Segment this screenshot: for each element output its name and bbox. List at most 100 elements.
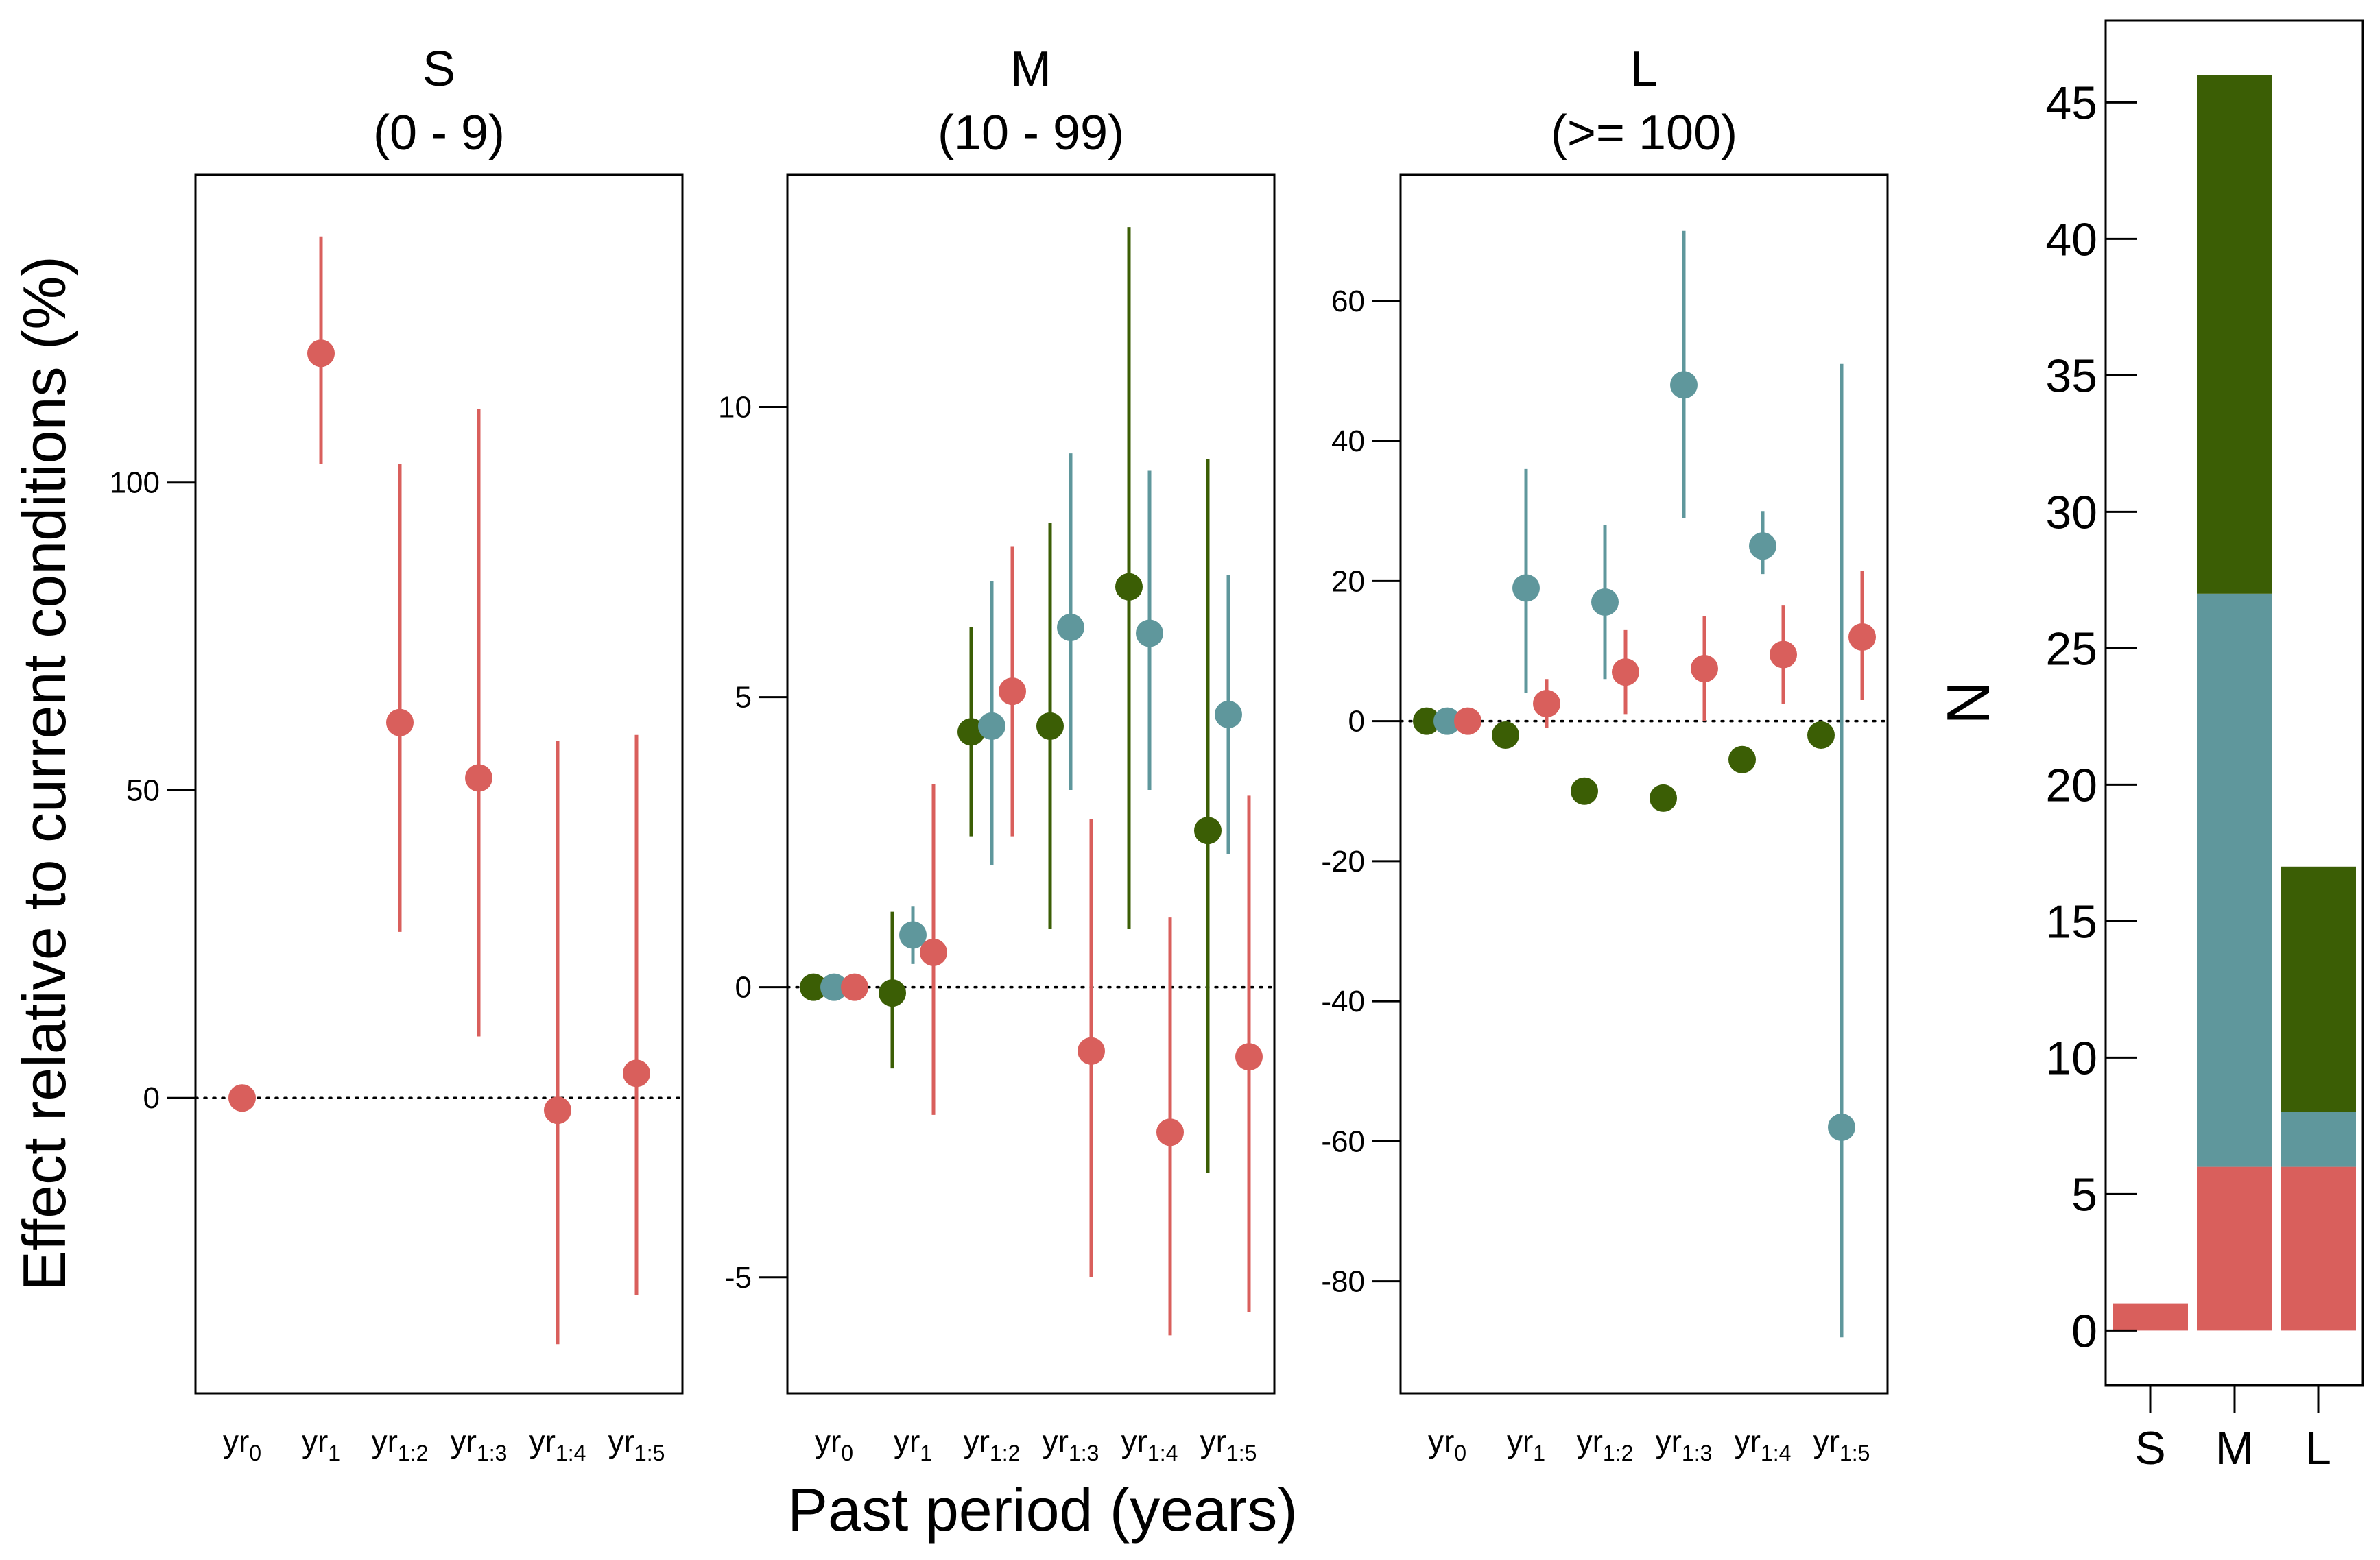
bar-category-label: S [2134,1422,2165,1474]
data-point [1749,532,1776,560]
data-point [1454,707,1481,735]
panel-L: L (>= 100) -80 -60 -40 -20 0 20 40 60 yr0 yr1 yr1:2 y… [1321,42,1889,1465]
data-point [1533,690,1560,718]
y-axis-title: Effect relative to current conditions (%… [10,256,78,1291]
data-point [957,718,985,746]
y-tick-label: 10 [2045,1032,2097,1084]
x-axis-title: Past period (years) [787,1476,1297,1544]
data-point [1728,745,1756,773]
data-point [307,339,335,368]
bar-y-axis-title: N [1934,681,2002,725]
panel-subtitle: (0 - 9) [373,106,505,160]
x-tick-label: yr1:2 [964,1424,1021,1465]
panel-subtitle: (>= 100) [1551,106,1737,160]
x-tick-label: yr1:5 [1200,1424,1257,1465]
data-point [623,1059,650,1088]
y-tick-label: -60 [1321,1125,1365,1158]
data-point [1413,707,1440,735]
plot-frame [194,173,684,1395]
y-tick-label: 0 [143,1081,160,1115]
bar-segment [2281,1112,2356,1167]
panel-title: S [423,42,455,97]
plot-frame [786,173,1276,1395]
y-tick-label: -20 [1321,845,1365,878]
data-point [386,708,414,736]
y-tick-label: 50 [126,773,160,807]
y-tick-label: 5 [2071,1168,2097,1221]
data-point [1691,654,1718,682]
x-tick-label: yr1 [302,1424,340,1465]
x-tick-label: yr1:4 [529,1424,586,1465]
x-tick-label: yr1:3 [451,1424,508,1465]
data-point [820,973,848,1001]
plot-frame [1399,173,1889,1395]
data-point [841,973,868,1001]
data-point [1215,700,1242,728]
x-tick-label: yr1:3 [1043,1424,1099,1465]
y-tick-label: 5 [735,681,752,715]
bar-segment [2113,1303,2188,1331]
data-point [1571,777,1598,805]
y-tick-label: 20 [1331,564,1365,598]
y-tick-label: 15 [2045,896,2097,948]
panel-S: S (0 - 9) 0 50 100 yr0 yr1 yr1:2 yr1:3 yr1:4 yr1:5 [110,42,684,1465]
data-point [1807,721,1835,749]
data-point [999,677,1026,706]
panel-M: M (10 - 99) -5 0 5 10 yr0 yr1 yr1:2 yr1:3 yr1:4 yr1… [718,42,1276,1465]
bar-segment [2197,593,2272,1167]
y-tick-label: 40 [1331,424,1365,458]
data-point [1235,1043,1263,1071]
panel-title: L [1630,42,1658,97]
data-point [1156,1118,1184,1147]
x-tick-label: yr1:3 [1656,1424,1713,1465]
bar-category-label: M [2215,1422,2254,1474]
x-tick-label: yr0 [223,1424,261,1465]
y-tick-label: -5 [725,1261,752,1295]
x-tick-label: yr1:5 [608,1424,665,1465]
bar-segment [2281,866,2356,1112]
data-point [1828,1113,1855,1141]
data-point [1115,573,1143,601]
data-point [899,921,927,949]
data-point [1612,658,1639,686]
data-point [1770,640,1797,669]
y-tick-label: 60 [1331,285,1365,318]
data-point [1194,817,1222,845]
x-tick-label: yr1:4 [1735,1424,1792,1465]
x-tick-label: yr1 [1507,1424,1545,1465]
data-point [1650,784,1677,812]
data-point [920,938,947,966]
panel-title: M [1010,42,1051,97]
data-point [228,1084,256,1112]
y-tick-label: 30 [2045,486,2097,538]
bar-segment [2197,75,2272,594]
data-point [1078,1037,1105,1065]
y-tick-label: 0 [1348,705,1365,739]
x-tick-label: yr0 [815,1424,853,1465]
data-point [1492,721,1519,749]
data-point [1512,574,1540,602]
y-tick-label: 45 [2045,77,2097,129]
y-tick-label: 0 [735,971,752,1005]
bar-segment [2281,1166,2356,1331]
bar-panel: S M L 0 5 10 15 20 25 30 35 40 45 N [1934,19,2364,1474]
data-point [1036,712,1064,740]
x-tick-label: yr1:2 [372,1424,429,1465]
data-point [1670,371,1698,399]
data-point [800,973,827,1001]
data-point [1433,707,1461,735]
y-tick-label: 35 [2045,350,2097,402]
data-point [1057,614,1084,642]
data-point [1136,619,1163,647]
bar-segment [2197,1166,2272,1331]
y-tick-label: 0 [2071,1305,2097,1357]
data-point [1591,588,1619,616]
y-tick-label: 40 [2045,213,2097,265]
data-point [879,979,906,1007]
y-tick-label: 25 [2045,623,2097,675]
data-point [544,1096,571,1125]
x-tick-label: yr1:5 [1813,1424,1870,1465]
y-tick-label: -80 [1321,1265,1365,1299]
x-tick-label: yr1:4 [1121,1424,1178,1465]
